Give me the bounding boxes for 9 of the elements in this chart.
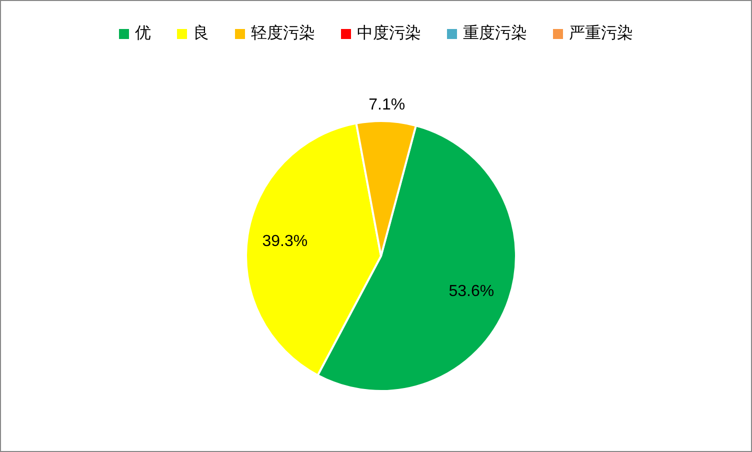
data-label: 53.6% [448,283,494,300]
legend-label: 优 [135,24,151,44]
data-label: 7.1% [368,96,406,114]
data-label: 39.3% [262,232,308,250]
legend-label: 轻度污染 [251,24,315,44]
legend-label: 重度污染 [463,24,527,44]
legend-label: 严重污染 [569,24,633,44]
legend-label: 良 [193,24,209,44]
legend-label: 中度污染 [357,24,421,44]
